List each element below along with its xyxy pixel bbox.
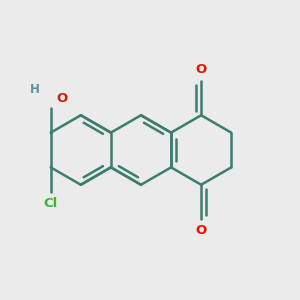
Text: H: H [30, 82, 40, 95]
Text: O: O [196, 63, 207, 76]
Text: O: O [57, 92, 68, 105]
Text: Cl: Cl [44, 197, 58, 210]
Text: O: O [196, 224, 207, 237]
